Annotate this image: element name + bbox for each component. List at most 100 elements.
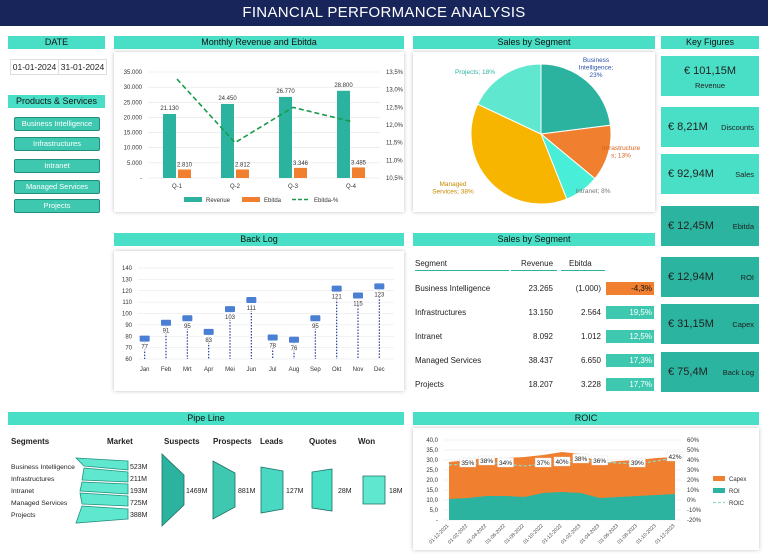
filter-projects-button[interactable]: Projects	[14, 199, 100, 213]
y2-tick-label: 60%	[687, 438, 700, 444]
kpi-label: Back Log	[722, 368, 754, 377]
pie-label-projects: Projects; 18%	[455, 69, 495, 76]
roi-area	[449, 492, 675, 520]
backlog-label-bg	[353, 299, 363, 307]
date-header: DATE	[8, 36, 105, 49]
pie-label-infrastructures: Infrastructure s; 13%	[602, 145, 641, 160]
roic-label-box	[497, 457, 514, 468]
filter-business-intelligence-button[interactable]: Business Intelligence	[14, 117, 100, 131]
ebitda-col-header: Ebitda	[569, 259, 592, 268]
pipeline-segment-label: Managed Services	[11, 500, 68, 507]
ebitda-pct-cell: 12,5%	[606, 330, 654, 343]
roic-label-box	[459, 457, 477, 468]
backlog-label-bg	[310, 322, 321, 330]
monthly-chart-header: Monthly Revenue and Ebitda	[114, 36, 404, 49]
ebitda-cell: 6.650	[580, 356, 601, 365]
legend-swatch-capex	[713, 476, 725, 481]
filter-managed-services-button[interactable]: Managed Services	[14, 180, 100, 194]
revenue-col-header: Revenue	[521, 259, 554, 268]
revenue-data-label: 28.800	[334, 83, 353, 89]
products-header: Products & Services	[8, 95, 105, 108]
segment-table-header: Sales by Segment	[413, 233, 655, 246]
pipeline-stage-shape	[311, 468, 333, 512]
kpi-value: € 101,15M	[684, 65, 736, 77]
pipeline-header: Pipe Line	[8, 412, 404, 425]
kpi-card-capex: € 31,15M Capex	[661, 304, 759, 344]
backlog-label-bg	[374, 290, 385, 298]
legend-label-ebitda: Ebitda	[264, 198, 282, 204]
backlog-label-bg	[331, 292, 342, 300]
backlog-data-label: 115	[353, 301, 363, 307]
ebitda-data-label: 2.812	[235, 162, 251, 168]
legend-label-capex: Capex	[729, 477, 746, 483]
key-figures-header: Key Figures	[661, 36, 759, 49]
segment-name-cell: Infrastructures	[415, 308, 467, 317]
pie-label-intranet: Intranet; 8%	[575, 188, 610, 195]
backlog-marker	[225, 306, 235, 313]
x-tick-label: Jul	[269, 367, 277, 373]
ebitda-data-label: 2.810	[177, 162, 193, 168]
revenue-cell: 23.265	[528, 284, 553, 293]
segment-col-header: Segment	[415, 259, 448, 268]
revenue-bar	[221, 103, 234, 178]
y-tick-label: 140	[122, 266, 133, 272]
y-tick-label: 10.000	[124, 146, 143, 152]
filter-intranet-button[interactable]: Intranet	[14, 159, 100, 173]
backlog-header: Back Log	[114, 233, 404, 246]
backlog-marker	[267, 334, 278, 341]
backlog-label-bg	[289, 343, 299, 351]
backlog-marker	[182, 315, 193, 322]
backlog-data-label: 78	[269, 344, 276, 350]
monthly-revenue-chart: 35.000 30.000 25.000 20.000 15.000 10.000 5.00…	[124, 70, 404, 204]
y2-tick-label: 10,5%	[386, 176, 404, 182]
filter-infrastructures-button[interactable]: Infrastructures	[14, 137, 100, 151]
y-tick-label: 110	[122, 300, 132, 306]
legend-label-roi: ROI	[729, 489, 740, 495]
roic-data-label: 37%	[537, 460, 550, 467]
ebitda-cell: 1.012	[580, 332, 601, 341]
revenue-bar	[337, 90, 350, 178]
y2-tick-label: 12,5%	[386, 105, 404, 111]
pipeline-col-market: Market	[107, 437, 133, 446]
dashboard-title: FINANCIAL PERFORMANCE ANALYSIS	[0, 0, 768, 26]
kpi-value: € 92,94M	[668, 168, 714, 180]
segment-pie-header: Sales by Segment	[413, 36, 655, 49]
sales-by-segment-pie-chart: Business Intelligence; 23% Infrastructure s;…	[432, 57, 641, 205]
y-tick-label: 80	[125, 334, 132, 340]
market-funnel-segment	[79, 492, 129, 507]
market-value-label: 523M	[130, 464, 148, 471]
ebitda-pct-cell: 17,3%	[606, 354, 654, 367]
roic-data-label: 35%	[461, 460, 474, 467]
backlog-data-label: 83	[205, 338, 212, 344]
roic-header: ROIC	[413, 412, 759, 425]
ebitda-cell: 2.564	[580, 308, 601, 317]
segment-name-cell: Managed Services	[415, 356, 482, 365]
legend-label-ebitda-pct: Ebitda-%	[314, 198, 339, 204]
ebitda-bar	[236, 169, 249, 178]
y2-tick-label: 50%	[687, 448, 700, 454]
table-row: Intranet 8.092 1.012 12,5%	[413, 330, 655, 344]
y-tick-label: 20,0	[426, 478, 438, 484]
y-tick-label: 25.000	[124, 100, 143, 106]
pipeline-stage-value: 28M	[338, 488, 352, 495]
legend-swatch-roi	[713, 488, 725, 493]
table-row: Projects 18.207 3.228 17,7%	[413, 378, 655, 392]
pipeline-stage-value: 127M	[286, 488, 304, 495]
date-to-field[interactable]: 31-01-2024	[58, 59, 107, 75]
y-tick-label: 5,0	[430, 508, 439, 514]
roic-data-label: 42%	[668, 454, 681, 461]
header-underline	[511, 270, 557, 271]
kpi-card-back-log: € 75,4M Back Log	[661, 352, 759, 392]
segment-name-cell: Business Intelligence	[415, 284, 491, 293]
y2-tick-label: 12,0%	[386, 123, 404, 129]
pipeline-col-leads: Leads	[260, 437, 284, 446]
kpi-card-roi: € 12,94M ROI	[661, 257, 759, 297]
date-from-field[interactable]: 01-01-2024	[10, 59, 59, 75]
market-funnel-segment	[74, 457, 129, 471]
y-tick-label: 120	[122, 289, 133, 295]
segment-table: Segment Revenue Ebitda Business Intellig…	[413, 251, 655, 391]
y-tick-label: 35,0	[426, 448, 438, 454]
ebitda-cell: (1.000)	[575, 284, 601, 293]
header-underline	[561, 270, 605, 271]
kpi-card-sales: € 92,94M Sales	[661, 154, 759, 194]
